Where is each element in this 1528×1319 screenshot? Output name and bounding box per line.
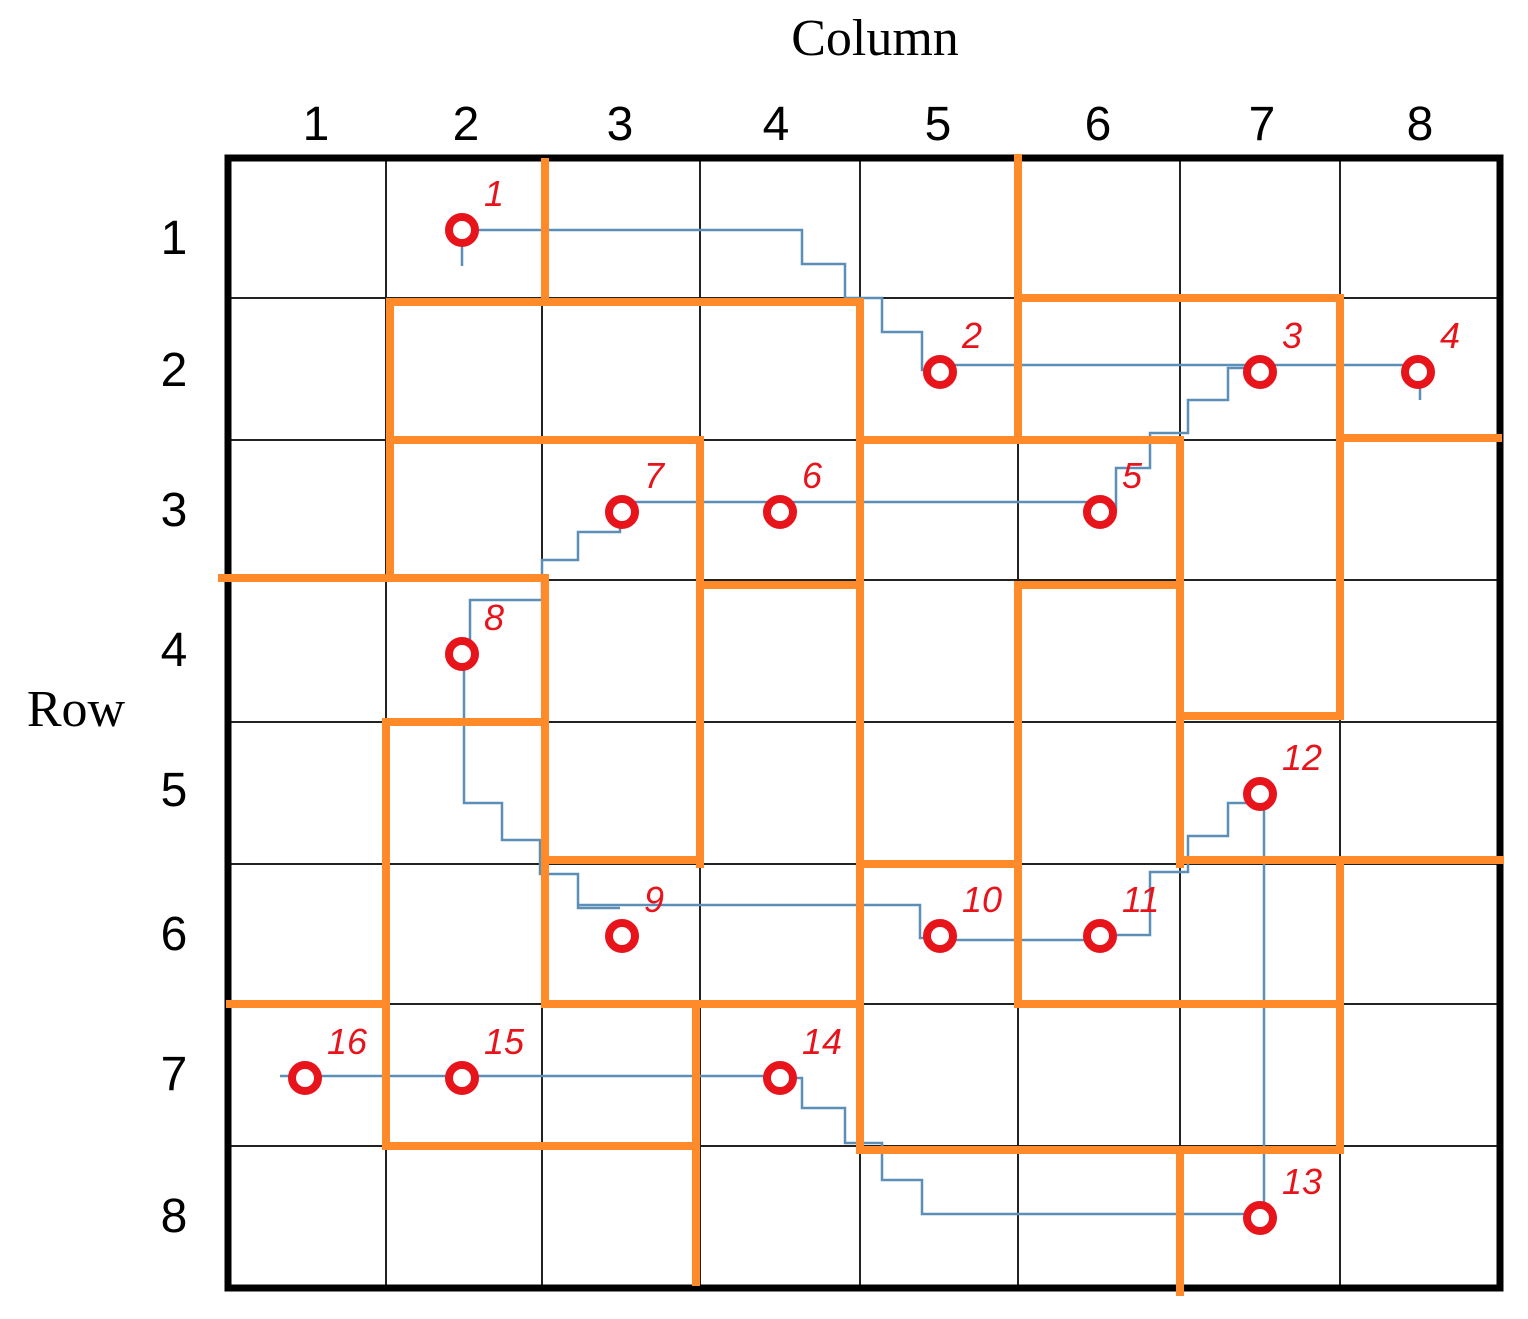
node-3: 3	[1243, 315, 1302, 389]
node-7: 7	[605, 455, 666, 529]
node-marker-circle	[605, 919, 639, 953]
path-segment-11-12	[1100, 801, 1262, 937]
node-label: 2	[961, 315, 982, 356]
node-marker-circle	[288, 1061, 322, 1095]
node-label: 6	[802, 455, 823, 496]
node-marker-circle	[445, 213, 479, 247]
node-2: 2	[923, 315, 982, 389]
row-label: 6	[161, 908, 188, 961]
node-marker-circle	[1243, 355, 1277, 389]
row-label: 2	[161, 344, 188, 397]
node-label: 1	[484, 173, 504, 214]
node-1: 1	[445, 173, 504, 247]
node-marker-circle	[763, 1061, 797, 1095]
node-marker-circle	[1083, 495, 1117, 529]
node-label: 3	[1282, 315, 1302, 356]
column-label: 1	[303, 98, 330, 151]
node-marker-circle	[1401, 355, 1435, 389]
node-15: 15	[445, 1021, 525, 1095]
node-marker-circle	[1083, 919, 1117, 953]
node-marker-circle	[763, 495, 797, 529]
node-label: 15	[484, 1021, 525, 1062]
column-label: 8	[1407, 98, 1434, 151]
column-label: 5	[925, 98, 952, 151]
column-label: 3	[607, 98, 634, 151]
column-label: 2	[453, 98, 480, 151]
node-label: 16	[327, 1021, 368, 1062]
node-marker-circle	[1243, 777, 1277, 811]
node-marker-circle	[605, 495, 639, 529]
row-label: 4	[161, 624, 188, 677]
row-label: 3	[161, 484, 188, 537]
column-axis-title: Column	[791, 10, 959, 67]
node-9: 9	[605, 879, 664, 953]
node-marker-circle	[445, 1061, 479, 1095]
node-4: 4	[1401, 315, 1460, 389]
path-segment-3-5	[1100, 366, 1258, 512]
row-axis-title: Row	[27, 681, 126, 738]
node-label: 13	[1282, 1161, 1322, 1202]
row-label: 8	[161, 1190, 188, 1243]
column-label: 7	[1249, 98, 1276, 151]
column-label: 6	[1085, 98, 1112, 151]
node-10: 10	[923, 879, 1002, 953]
node-label: 10	[962, 879, 1002, 920]
node-label: 11	[1122, 879, 1159, 920]
node-label: 9	[644, 879, 664, 920]
row-label: 1	[161, 212, 188, 265]
row-label: 5	[161, 764, 188, 817]
node-label: 14	[802, 1021, 842, 1062]
node-16: 16	[288, 1021, 368, 1095]
node-label: 5	[1122, 455, 1143, 496]
node-12: 12	[1243, 737, 1322, 811]
node-label: 7	[644, 455, 666, 496]
grid-border	[224, 154, 1504, 1292]
node-11: 11	[1083, 879, 1159, 953]
node-marker-circle	[445, 637, 479, 671]
node-6: 6	[763, 455, 823, 529]
node-marker-circle	[923, 355, 957, 389]
row-labels: 1 2 3 4 5 6 7 8	[161, 212, 188, 1243]
row-label: 7	[161, 1048, 188, 1101]
partition-boundaries	[218, 154, 1504, 1296]
path-segment-8-9	[462, 654, 620, 910]
node-14: 14	[763, 1021, 842, 1095]
node-label: 12	[1282, 737, 1322, 778]
node-label: 8	[484, 597, 504, 638]
node-5: 5	[1083, 455, 1143, 529]
node-marker-circle	[1243, 1201, 1277, 1235]
node-marker-circle	[923, 919, 957, 953]
path-segment-7-8	[468, 516, 622, 652]
column-labels: 1 2 3 4 5 6 7 8	[303, 98, 1434, 151]
column-label: 4	[763, 98, 790, 151]
node-13: 13	[1243, 1161, 1322, 1235]
node-8: 8	[445, 597, 504, 671]
node-label: 4	[1440, 315, 1460, 356]
